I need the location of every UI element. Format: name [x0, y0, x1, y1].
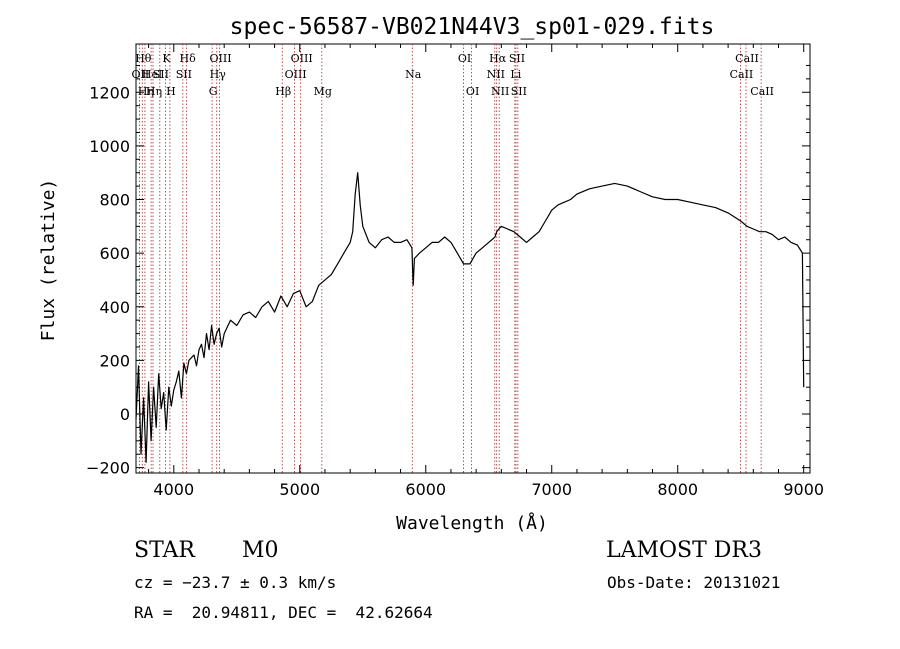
line-marker-label-2: OII — [132, 68, 150, 81]
line-marker-label-1: Hη — [138, 85, 154, 98]
line-marker-label-18: OI — [458, 52, 471, 65]
x-tick-label-2: 6000 — [405, 480, 446, 499]
line-marker-label-10: G — [209, 85, 218, 98]
line-marker-label-22: NII — [491, 85, 509, 98]
line-marker-label-16: Mg — [314, 85, 332, 98]
y-tick-label-7: 1200 — [89, 83, 130, 102]
x-tick-label-5: 9000 — [783, 480, 824, 499]
class-label: STAR — [134, 538, 195, 563]
redshift-text: cz = −23.7 ± 0.3 km/s — [134, 573, 337, 592]
line-marker-label-20: NII — [487, 68, 505, 81]
survey-label: LAMOST DR3 — [606, 538, 762, 563]
y-tick-label-5: 800 — [99, 191, 130, 210]
x-tick-label-0: 4000 — [153, 480, 194, 499]
line-marker-label-25: SII — [511, 85, 527, 98]
line-marker-label-3: HeI — [142, 68, 162, 81]
line-marker-label-23: Li — [510, 68, 521, 81]
line-marker-label-26: CaII — [730, 68, 754, 81]
line-marker-label-9: Hδ — [180, 52, 197, 65]
line-marker-label-15: OIII — [291, 52, 313, 65]
line-marker-label-24: SII — [509, 52, 525, 65]
y-tick-label-2: 200 — [99, 351, 130, 370]
plot-frame — [135, 43, 811, 474]
y-tick-label-3: 400 — [99, 298, 130, 317]
line-marker-label-17: Na — [405, 68, 422, 81]
spectrum-line-0 — [135, 172, 805, 463]
x-axis-label: Wavelength (Å) — [396, 512, 548, 534]
line-marker-label-14: OIII — [285, 68, 307, 81]
y-axis-label: Flux (relative) — [38, 179, 59, 342]
line-marker-label-6: K — [162, 52, 171, 65]
line-marker-label-12: OIII — [209, 52, 231, 65]
x-tick-label-4: 8000 — [657, 480, 698, 499]
subclass-label: M0 — [242, 538, 279, 563]
line-marker-label-4: Hη — [146, 85, 162, 98]
line-marker-label-0: Hθ — [135, 52, 152, 65]
line-marker-label-28: CaII — [750, 85, 774, 98]
line-marker-label-21: Hα — [489, 52, 507, 65]
line-marker-label-19: OI — [466, 85, 479, 98]
line-marker-label-13: Hβ — [275, 85, 291, 98]
line-marker-label-11: Hγ — [210, 68, 227, 81]
x-tick-label-3: 7000 — [531, 480, 572, 499]
line-marker-label-8: SII — [176, 68, 192, 81]
y-tick-label-0: −200 — [86, 459, 130, 478]
y-tick-label-4: 600 — [99, 244, 130, 263]
line-marker-label-27: CaII — [735, 52, 759, 65]
chart-title: spec-56587-VB021N44V3_sp01-029.fits — [230, 14, 715, 40]
line-marker-label-5: SII — [153, 68, 169, 81]
line-marker-label-7: H — [166, 85, 176, 98]
y-tick-label-6: 1000 — [89, 137, 130, 156]
obs-date-text: Obs-Date: 20131021 — [607, 573, 781, 592]
coords-text: RA = 20.94811, DEC = 42.62664 — [134, 603, 433, 622]
y-tick-label-1: 0 — [120, 405, 130, 424]
x-tick-label-1: 5000 — [279, 480, 320, 499]
